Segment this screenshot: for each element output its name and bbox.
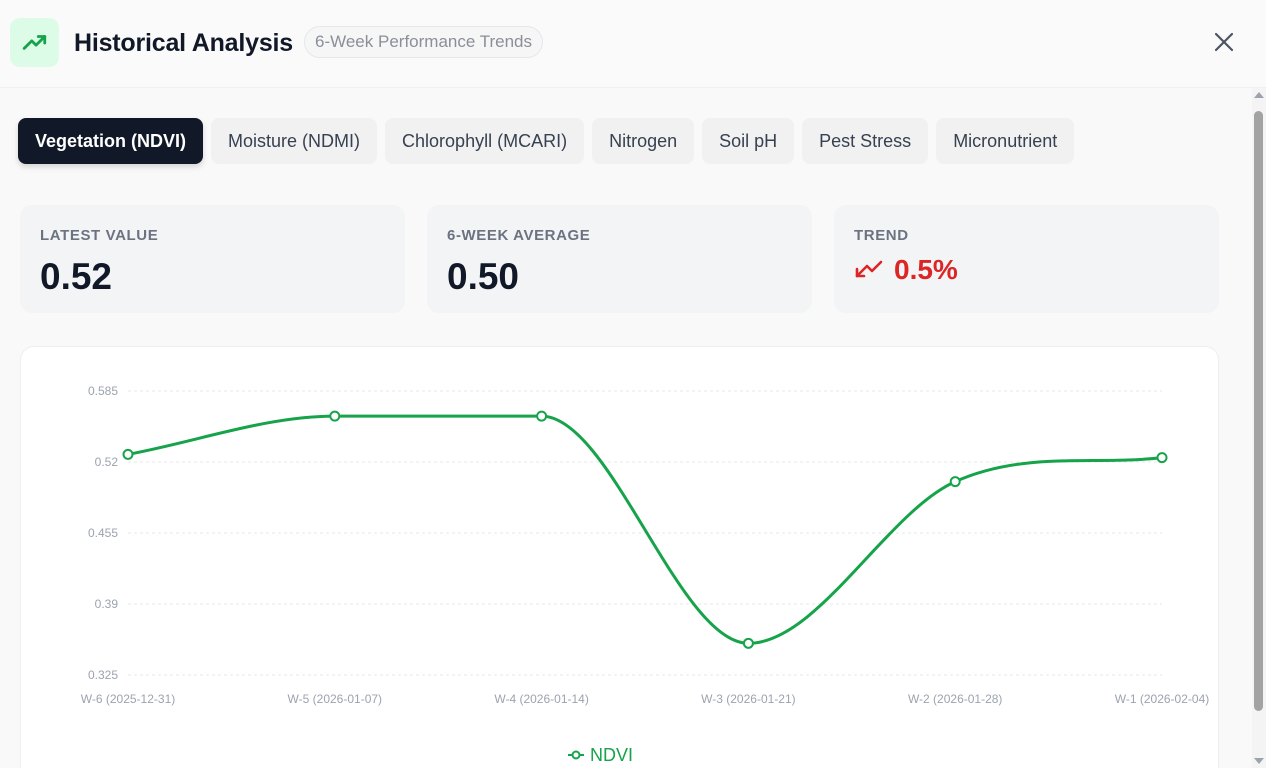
modal-header: Historical Analysis 6-Week Performance T… — [0, 0, 1266, 88]
y-tick-label: 0.52 — [95, 455, 119, 469]
legend-label: NDVI — [590, 745, 633, 765]
tab-chlorophyll-mcari[interactable]: Chlorophyll (MCARI) — [385, 118, 585, 164]
scroll-thumb[interactable] — [1254, 111, 1263, 711]
trend-value: 0.5% — [894, 254, 958, 285]
x-tick-label: W-1 (2026-02-04) — [1115, 692, 1210, 706]
scroll-down-arrow[interactable] — [1254, 758, 1264, 764]
close-button[interactable] — [1208, 26, 1240, 58]
close-icon[interactable] — [1213, 31, 1235, 53]
x-tick-label: W-3 (2026-01-21) — [701, 692, 796, 706]
latest-value-card: LATEST VALUE 0.52 — [20, 205, 405, 313]
data-point — [742, 637, 754, 649]
data-point — [1156, 452, 1168, 464]
data-point — [536, 410, 548, 422]
latest-value: 0.52 — [40, 256, 113, 297]
tab-nitrogen[interactable]: Nitrogen — [592, 118, 695, 164]
tab-micronutrient[interactable]: Micronutrient — [936, 118, 1075, 164]
tab-pest-stress[interactable]: Pest Stress — [802, 118, 929, 164]
modal-title: Historical Analysis — [74, 29, 293, 57]
scrollbar[interactable] — [1252, 88, 1266, 768]
average-label: 6-WEEK AVERAGE — [447, 227, 591, 244]
x-tick-label: W-5 (2026-01-07) — [288, 692, 383, 706]
y-tick-label: 0.455 — [88, 526, 118, 540]
tab-soil-ph[interactable]: Soil pH — [702, 118, 795, 164]
average-card: 6-WEEK AVERAGE 0.50 — [427, 205, 812, 313]
y-tick-label: 0.39 — [95, 597, 119, 611]
metric-tabs: Vegetation (NDVI) Moisture (NDMI) Chloro… — [18, 118, 1075, 166]
x-tick-label: W-4 (2026-01-14) — [494, 692, 589, 706]
latest-value-label: LATEST VALUE — [40, 227, 159, 244]
trend-label: TREND — [854, 227, 909, 244]
data-point — [122, 448, 134, 460]
tab-moisture-ndmi[interactable]: Moisture (NDMI) — [211, 118, 378, 164]
trending-down-icon — [855, 260, 883, 278]
subtitle-badge: 6-Week Performance Trends — [304, 26, 543, 58]
tab-vegetation-ndvi[interactable]: Vegetation (NDVI) — [18, 118, 204, 164]
y-tick-label: 0.585 — [88, 384, 118, 398]
trending-up-icon — [22, 34, 46, 50]
ndvi-chart-card: 0.325 0.39 0.455 0.52 0.585 W-6 (2025-12-31) W… — [20, 346, 1219, 768]
x-tick-label: W-6 (2025-12-31) — [81, 692, 176, 706]
ndvi-line-chart: 0.325 0.39 0.455 0.52 0.585 W-6 (2025-12-31) W… — [81, 384, 1210, 765]
y-tick-label: 0.325 — [88, 668, 118, 682]
data-point — [949, 476, 961, 488]
logo-badge — [10, 18, 59, 67]
scroll-up-arrow[interactable] — [1254, 92, 1264, 98]
data-point — [329, 410, 341, 422]
average-value: 0.50 — [447, 256, 520, 297]
legend-swatch-marker — [571, 750, 581, 760]
trend-card: TREND 0.5% — [834, 205, 1219, 313]
series-line-ndvi — [127, 414, 1163, 645]
x-tick-label: W-2 (2026-01-28) — [908, 692, 1003, 706]
